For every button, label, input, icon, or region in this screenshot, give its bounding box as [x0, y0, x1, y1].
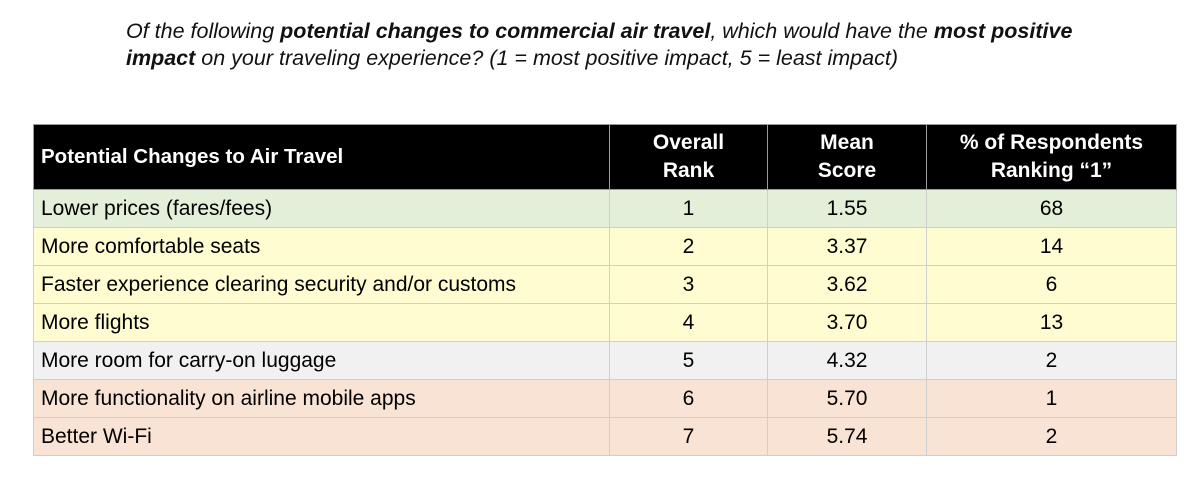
- cell-mean: 5.70: [767, 379, 927, 418]
- cell-change: More functionality on airline mobile app…: [33, 379, 610, 418]
- cell-mean: 5.74: [767, 417, 927, 456]
- results-table: Potential Changes to Air Travel Overall R…: [33, 124, 1177, 456]
- question-text-1: Of the following: [126, 19, 281, 43]
- header-potential-changes: Potential Changes to Air Travel: [33, 124, 610, 190]
- cell-rank: 5: [609, 341, 768, 380]
- cell-mean: 3.37: [767, 227, 927, 266]
- table-row: More functionality on airline mobile app…: [33, 379, 1177, 418]
- cell-rank: 4: [609, 303, 768, 342]
- question-emphasis-1: potential changes to commercial air trav…: [280, 19, 711, 43]
- header-overall-rank: Overall Rank: [609, 124, 768, 190]
- table-body: Lower prices (fares/fees) 1 1.55 68 More…: [33, 189, 1177, 456]
- table-row: Better Wi-Fi 7 5.74 2: [33, 417, 1177, 456]
- table-row: More room for carry-on luggage 5 4.32 2: [33, 341, 1177, 380]
- cell-pct: 1: [926, 379, 1177, 418]
- cell-change: Lower prices (fares/fees): [33, 189, 610, 228]
- cell-change: Better Wi-Fi: [33, 417, 610, 456]
- cell-mean: 1.55: [767, 189, 927, 228]
- cell-pct: 2: [926, 417, 1177, 456]
- cell-mean: 3.70: [767, 303, 927, 342]
- table-row: More flights 4 3.70 13: [33, 303, 1177, 342]
- cell-mean: 4.32: [767, 341, 927, 380]
- table-row: Lower prices (fares/fees) 1 1.55 68: [33, 189, 1177, 228]
- question-text-2: , which would have the: [710, 19, 934, 43]
- table-header: Potential Changes to Air Travel Overall R…: [33, 124, 1177, 190]
- survey-question: Of the following potential changes to co…: [126, 18, 1126, 72]
- table-row: More comfortable seats 2 3.37 14: [33, 227, 1177, 266]
- cell-pct: 13: [926, 303, 1177, 342]
- header-row: Potential Changes to Air Travel Overall R…: [33, 124, 1177, 190]
- cell-change: More comfortable seats: [33, 227, 610, 266]
- question-text-3: on your traveling experience? (1 = most …: [195, 46, 898, 70]
- cell-change: More room for carry-on luggage: [33, 341, 610, 380]
- cell-pct: 14: [926, 227, 1177, 266]
- cell-change: Faster experience clearing security and/…: [33, 265, 610, 304]
- table-row: Faster experience clearing security and/…: [33, 265, 1177, 304]
- cell-mean: 3.62: [767, 265, 927, 304]
- question-emphasis-2: most positive impact: [126, 19, 1073, 70]
- cell-pct: 2: [926, 341, 1177, 380]
- header-mean-score: Mean Score: [767, 124, 927, 190]
- cell-rank: 1: [609, 189, 768, 228]
- cell-rank: 3: [609, 265, 768, 304]
- cell-pct: 68: [926, 189, 1177, 228]
- header-pct-ranking-1: % of Respondents Ranking “1”: [926, 124, 1177, 190]
- cell-rank: 7: [609, 417, 768, 456]
- cell-rank: 6: [609, 379, 768, 418]
- cell-change: More flights: [33, 303, 610, 342]
- cell-pct: 6: [926, 265, 1177, 304]
- cell-rank: 2: [609, 227, 768, 266]
